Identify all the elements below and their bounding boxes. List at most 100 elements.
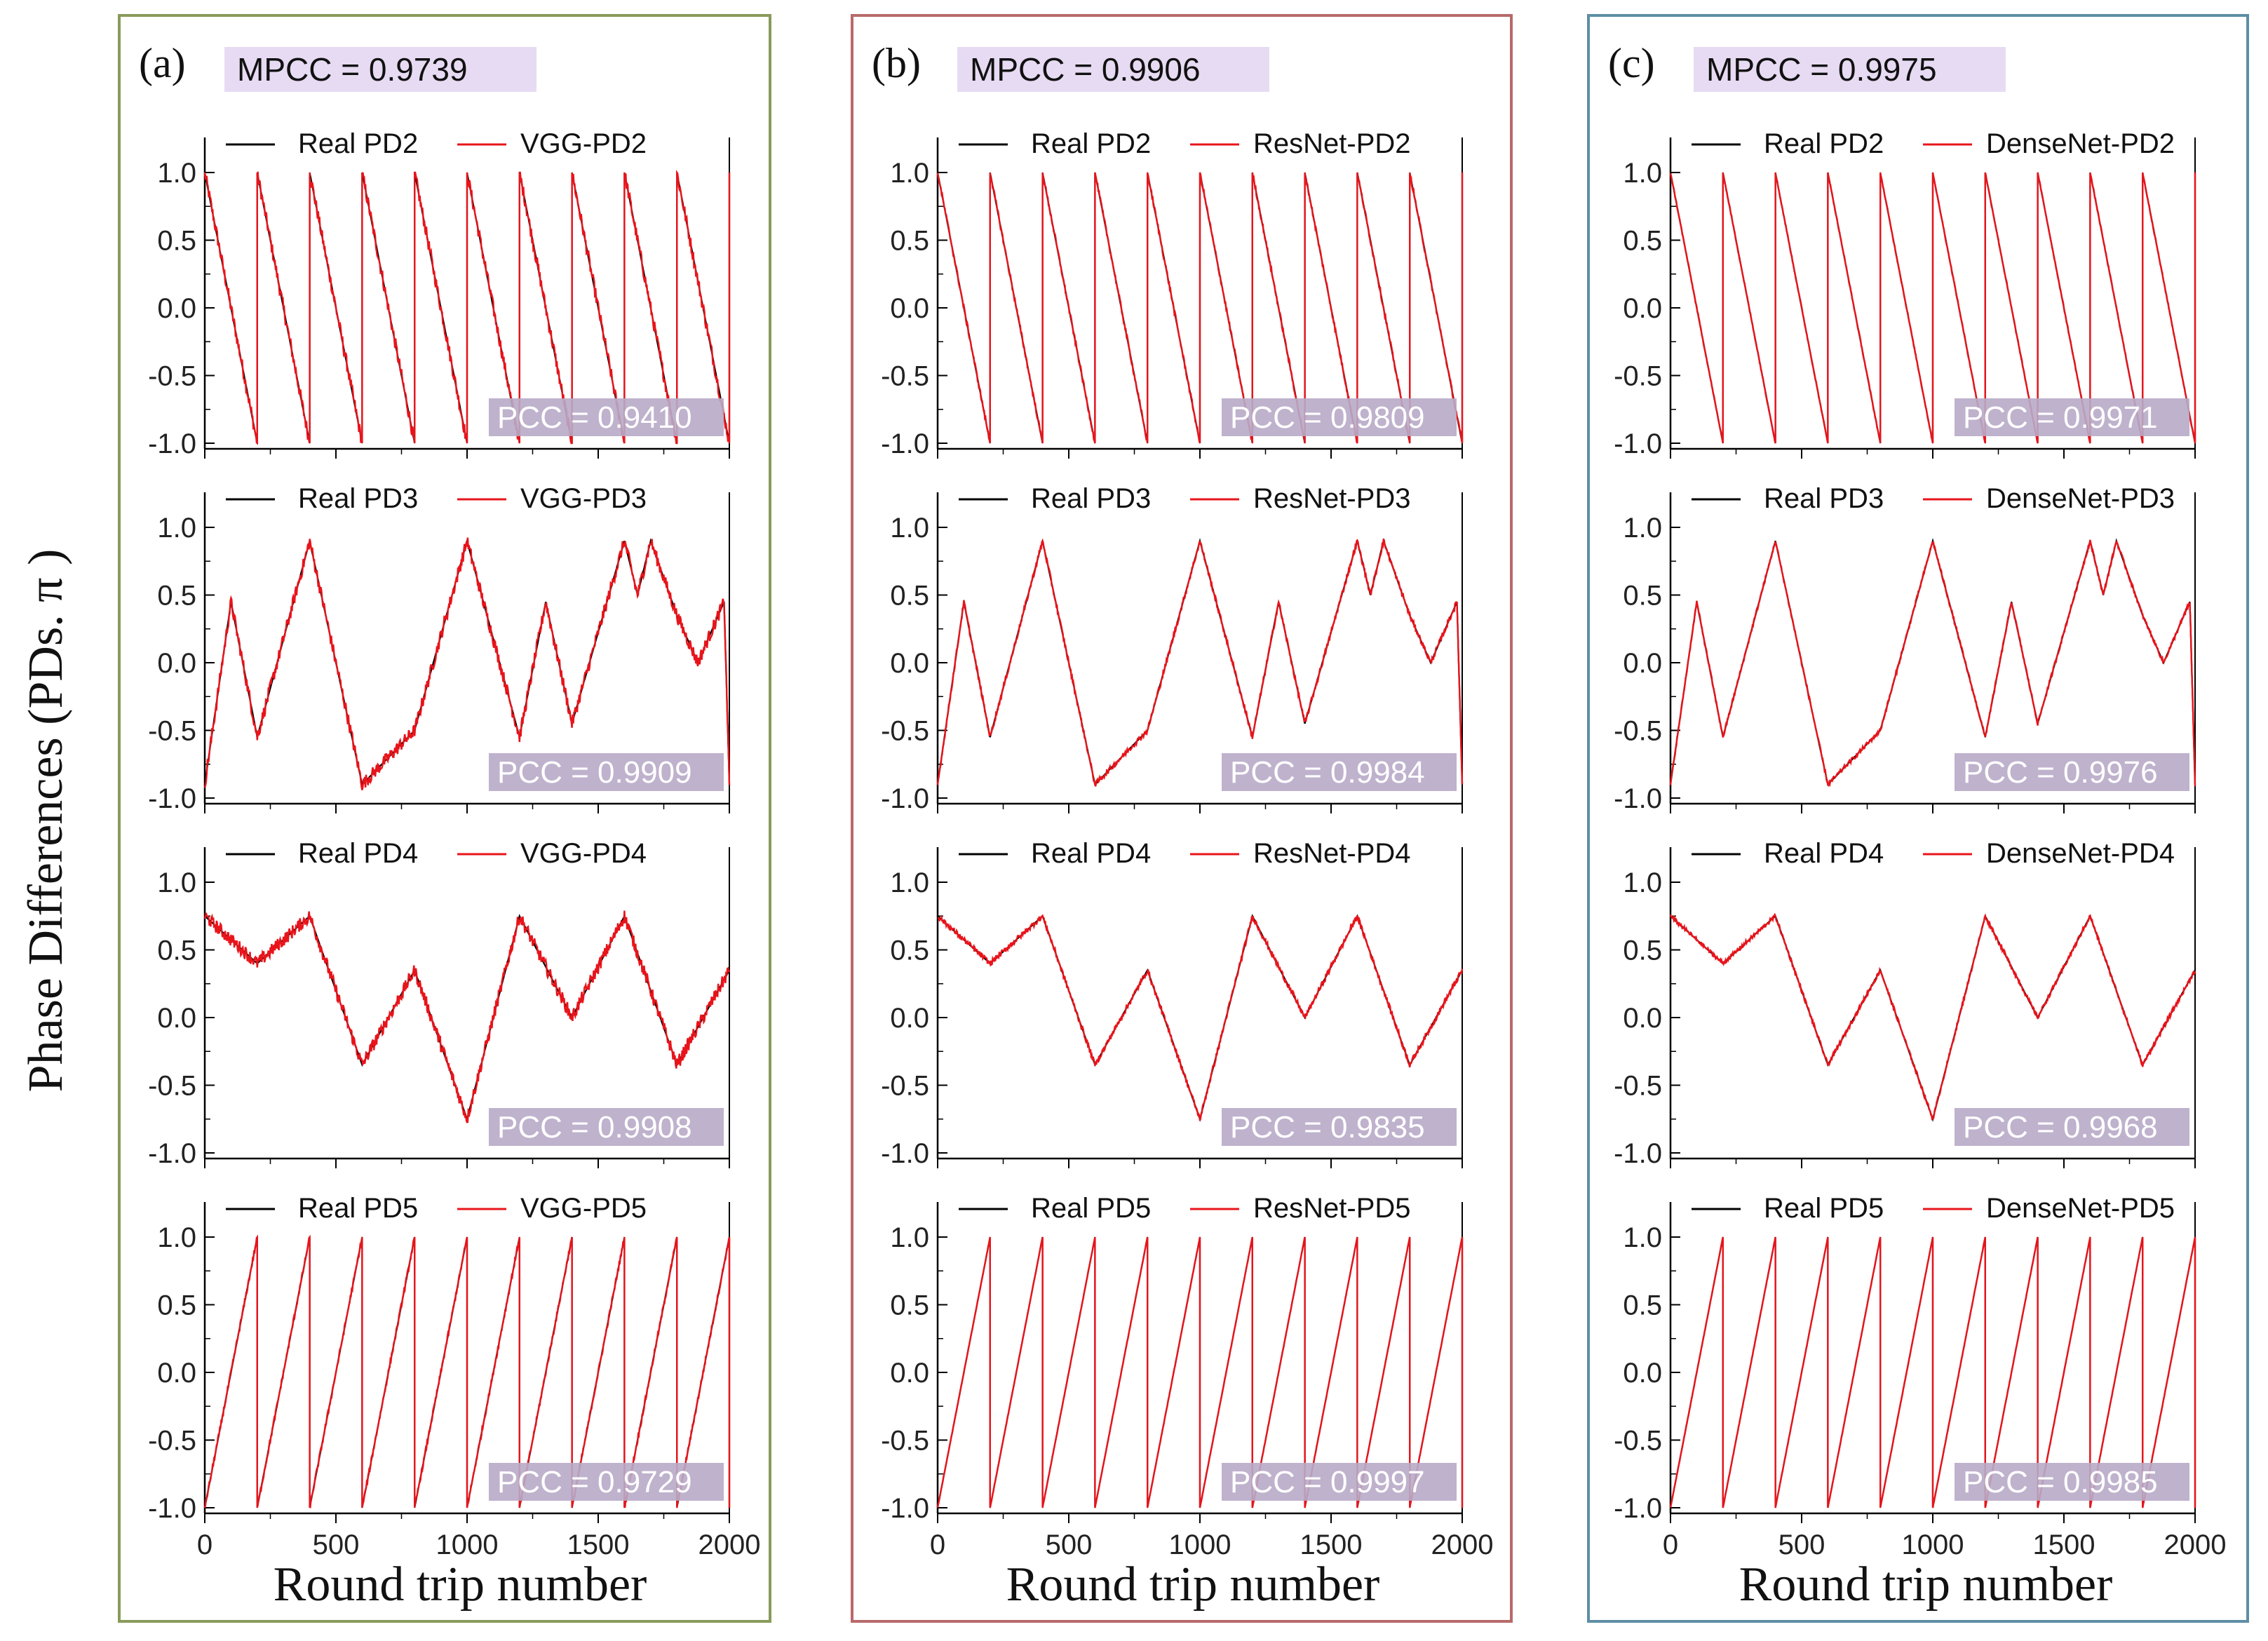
mpcc-label: MPCC = 0.9906	[970, 51, 1201, 88]
panel-frame	[1587, 14, 2249, 1623]
pcc-badge	[1222, 1108, 1457, 1146]
y-tick-label: 0.5	[157, 581, 196, 612]
predicted-series-line	[203, 1234, 731, 1509]
y-tick-label: -1.0	[148, 1493, 196, 1524]
real-series-line	[204, 914, 730, 1122]
x-tick-label: 500	[1778, 1529, 1825, 1560]
y-tick-label: -0.5	[1614, 361, 1662, 392]
y-tick-label: 0.5	[890, 936, 929, 966]
pcc-badge	[1222, 398, 1457, 436]
y-tick-label: -1.0	[148, 783, 196, 814]
legend-real-label: Real PD3	[1764, 483, 1884, 514]
y-tick-label: 0.0	[890, 1003, 929, 1034]
subplot-a-5: 1.0 0.5 0.0 -0.5 -1.00 500 1000 1500 2000 Real PD…	[148, 1193, 760, 1560]
y-tick-label: 1.0	[1623, 158, 1662, 189]
pcc-label: PCC = 0.9984	[1230, 755, 1425, 790]
legend-real-label: Real PD5	[1764, 1193, 1884, 1224]
predicted-series-line	[203, 170, 731, 445]
x-tick-label: 2000	[698, 1529, 761, 1560]
x-tick-label: 2000	[2164, 1529, 2227, 1560]
y-tick-label: 0.5	[1623, 581, 1662, 612]
y-tick-label: 0.0	[157, 648, 196, 679]
legend-pred-label: DenseNet-PD5	[1986, 1193, 2175, 1224]
panel-letter: (c)	[1608, 40, 1655, 86]
y-tick-label: -1.0	[148, 428, 196, 459]
y-tick-label: -0.5	[1614, 716, 1662, 747]
x-tick-label: 500	[1046, 1529, 1093, 1560]
y-tick-label: -0.5	[881, 1426, 929, 1457]
legend-pred-label: DenseNet-PD2	[1986, 128, 2175, 159]
y-tick-label: 1.0	[157, 867, 196, 898]
y-tick-label: 0.5	[1623, 936, 1662, 966]
pcc-label: PCC = 0.9835	[1230, 1110, 1425, 1144]
predicted-series-line	[1669, 1236, 2196, 1508]
y-tick-label: 0.5	[1623, 1290, 1662, 1321]
legend-real-label: Real PD2	[1764, 128, 1884, 159]
legend-real-label: Real PD3	[298, 483, 418, 514]
y-tick-label: -0.5	[148, 1426, 196, 1457]
y-tick-label: -0.5	[148, 716, 196, 747]
y-tick-label: 0.0	[890, 648, 929, 679]
subplot-b-5: 1.0 0.5 0.0 -0.5 -1.00 500 1000 1500 2000 Real PD…	[881, 1193, 1493, 1560]
real-series-line	[1669, 537, 2196, 787]
pcc-label: PCC = 0.9909	[497, 755, 692, 790]
subplot-a-3: 1.0 0.5 0.0 -0.5 -1.0 Real PD3 VGG-PD3 PCC = 0.…	[148, 483, 731, 814]
y-tick-label: -1.0	[1614, 428, 1662, 459]
predicted-series-line	[203, 910, 731, 1123]
pcc-label: PCC = 0.9968	[1963, 1110, 2158, 1144]
y-tick-label: 0.5	[890, 581, 929, 612]
pcc-badge	[489, 1463, 724, 1501]
y-tick-label: 1.0	[157, 158, 196, 189]
y-tick-label: 0.0	[157, 293, 196, 324]
y-tick-label: -0.5	[148, 1071, 196, 1102]
x-tick-label: 0	[1663, 1529, 1678, 1560]
x-tick-label: 1500	[2033, 1529, 2095, 1560]
pcc-badge	[489, 753, 724, 791]
pcc-label: PCC = 0.9729	[497, 1465, 692, 1499]
predicted-series-line	[936, 172, 1464, 444]
y-tick-label: -0.5	[148, 361, 196, 392]
predicted-series-line	[937, 914, 1464, 1121]
predicted-series-line	[936, 538, 1464, 787]
real-series-line	[937, 914, 1463, 1122]
y-tick-label: 0.0	[157, 1358, 196, 1389]
y-tick-label: 1.0	[157, 513, 196, 543]
subplot-b-3: 1.0 0.5 0.0 -0.5 -1.0 Real PD3 ResNet-PD3 PCC =…	[881, 483, 1464, 814]
y-tick-label: -1.0	[881, 428, 929, 459]
legend-pred-label: ResNet-PD3	[1253, 483, 1411, 514]
panel-frame	[118, 14, 771, 1623]
mpcc-label: MPCC = 0.9739	[237, 51, 468, 88]
panel-c: (c) MPCC = 0.9975 1.0 0.5 0.0 -0.5 -1.0 Real PD…	[1587, 14, 2249, 1623]
subplot-b-2: 1.0 0.5 0.0 -0.5 -1.0 Real PD2 ResNet-PD2 PCC =…	[881, 128, 1464, 459]
y-tick-label: -1.0	[148, 1138, 196, 1169]
subplot-c-3: 1.0 0.5 0.0 -0.5 -1.0 Real PD3 DenseNet-PD3 PCC…	[1614, 483, 2196, 814]
y-tick-label: 0.0	[1623, 1003, 1662, 1034]
y-tick-label: -0.5	[1614, 1426, 1662, 1457]
predicted-series-line	[1669, 172, 2196, 444]
x-tick-label: 2000	[1431, 1529, 1494, 1560]
subplot-c-4: 1.0 0.5 0.0 -0.5 -1.0 Real PD4 DenseNet-PD4 PCC…	[1614, 838, 2196, 1169]
predicted-series-line	[1669, 912, 2196, 1121]
legend-pred-label: VGG-PD2	[520, 128, 647, 159]
x-tick-label: 1000	[1169, 1529, 1231, 1560]
x-tick-label: 1500	[567, 1529, 630, 1560]
legend-real-label: Real PD5	[298, 1193, 418, 1224]
panel-letter: (a)	[139, 40, 186, 86]
subplot-c-5: 1.0 0.5 0.0 -0.5 -1.00 500 1000 1500 2000 Real PD…	[1614, 1193, 2226, 1560]
pcc-label: PCC = 0.9410	[497, 400, 692, 435]
legend-pred-label: DenseNet-PD3	[1986, 483, 2175, 514]
y-tick-label: 0.0	[1623, 293, 1662, 324]
y-tick-label: 1.0	[1623, 513, 1662, 543]
pcc-label: PCC = 0.9997	[1230, 1465, 1425, 1499]
y-tick-label: 0.5	[157, 936, 196, 966]
y-tick-label: 0.0	[157, 1003, 196, 1034]
y-tick-label: 1.0	[157, 1222, 196, 1253]
x-tick-label: 1000	[1902, 1529, 1964, 1560]
legend-pred-label: VGG-PD5	[520, 1193, 647, 1224]
y-tick-label: 1.0	[890, 158, 929, 189]
x-tick-label: 1500	[1300, 1529, 1363, 1560]
panel-a: (a) MPCC = 0.9739 1.0 0.5 0.0 -0.5 -1.0 Real PD…	[118, 14, 771, 1623]
pcc-badge	[1955, 753, 2189, 791]
y-tick-label: 1.0	[1623, 867, 1662, 898]
real-series-line	[936, 537, 1464, 787]
